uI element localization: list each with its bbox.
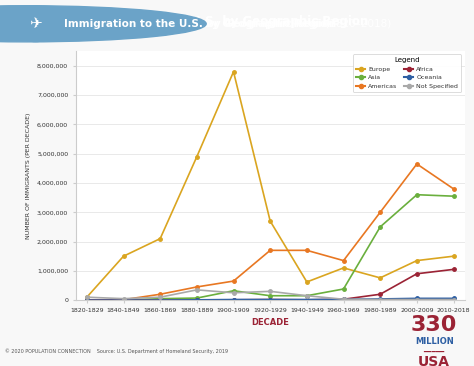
Text: Immigration to the U.S. by Geographic Region: Immigration to the U.S. by Geographic Re… xyxy=(62,15,368,28)
Ellipse shape xyxy=(14,6,57,42)
Text: USA: USA xyxy=(418,355,450,366)
Text: Immigration to the U.S. by Geographic Region: Immigration to the U.S. by Geographic Re… xyxy=(64,19,336,29)
Y-axis label: NUMBER OF IMMIGRANTS (PER DECADE): NUMBER OF IMMIGRANTS (PER DECADE) xyxy=(27,112,31,239)
Legend: Europe, Asia, Americas, Africa, Oceania, Not Specified: Europe, Asia, Americas, Africa, Oceania,… xyxy=(353,55,461,92)
Circle shape xyxy=(0,6,206,42)
Text: ━━━━━: ━━━━━ xyxy=(424,349,445,355)
Text: 330: 330 xyxy=(411,315,457,335)
Text: (1820–2018): (1820–2018) xyxy=(322,19,392,29)
Text: MILLION: MILLION xyxy=(415,337,454,346)
Text: ✈: ✈ xyxy=(18,14,34,33)
Text: Immigration to the U.S. by Geographic Region: Immigration to the U.S. by Geographic Re… xyxy=(62,19,334,29)
X-axis label: DECADE: DECADE xyxy=(251,318,289,327)
Text: © 2020 POPULATION CONNECTION    Source: U.S. Department of Homeland Security, 20: © 2020 POPULATION CONNECTION Source: U.S… xyxy=(5,348,228,354)
Text: Immigration to the U.S. by Geographic Region: Immigration to the U.S. by Geographic Re… xyxy=(62,15,368,28)
Text: ✈: ✈ xyxy=(29,16,42,31)
